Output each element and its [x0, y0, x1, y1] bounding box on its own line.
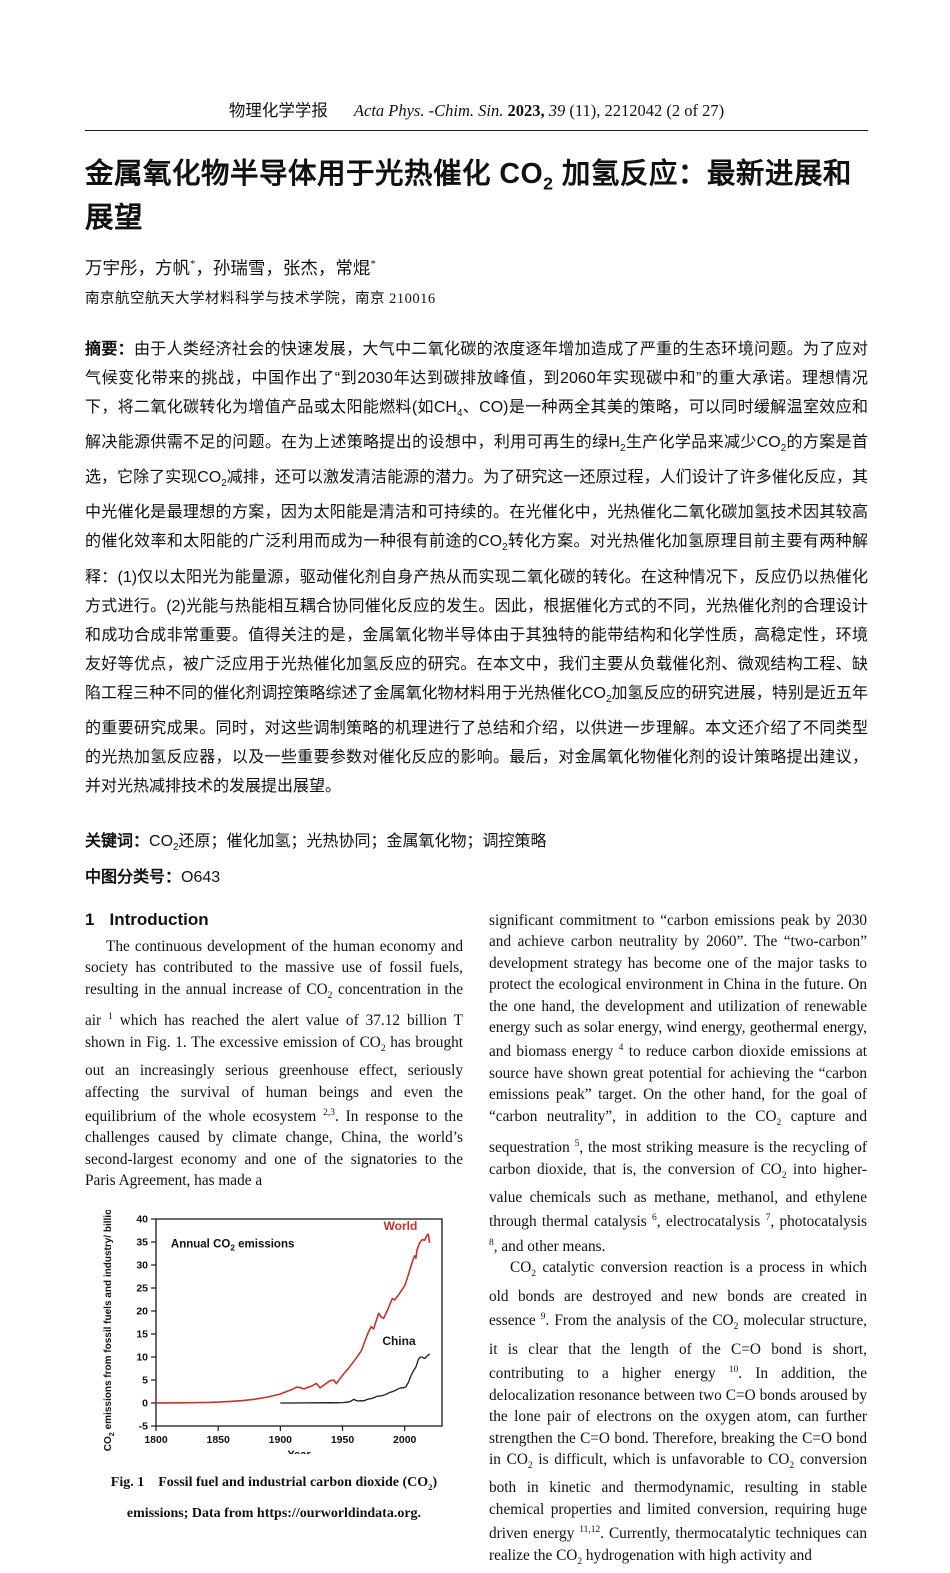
keywords-text: CO2还原；催化加氢；光热协同；金属氧化物；调控策略 — [149, 832, 547, 853]
paper-title: 金属氧化物半导体用于光热催化 CO2 加氢反应：最新进展和展望 — [85, 158, 852, 234]
y-axis-label: CO2 emissions from fossil fuels and indu… — [103, 1210, 116, 1451]
keywords-label: 关键词： — [85, 832, 150, 850]
y-tick-label: 35 — [136, 1236, 148, 1248]
x-tick-label: 2000 — [393, 1434, 417, 1446]
x-tick-label: 1850 — [206, 1434, 230, 1446]
y-tick-label: 5 — [142, 1374, 148, 1386]
figure-1: -5 0 5 10 15 20 25 30 35 40 1800 1850 1900 1950 2000 Wo… — [85, 1193, 463, 1529]
clc-label: 中图分类号： — [85, 868, 182, 886]
abstract-text: 由于人类经济社会的快速发展，大气中二氧化碳的浓度逐年增加造成了严重的生态环境问题… — [85, 340, 868, 795]
co2-emissions-chart: -5 0 5 10 15 20 25 30 35 40 1800 1850 1900 1950 2000 Wo… — [103, 1193, 443, 1461]
y-tick-label: 10 — [136, 1351, 148, 1363]
series-label-world: World — [384, 1219, 418, 1233]
affiliation: 南京航空航天大学材料科学与技术学院，南京 210016 — [85, 290, 436, 307]
two-column-body: 1 Introduction The continuous development… — [85, 910, 868, 1573]
abstract-section: 摘要：由于人类经济社会的快速发展，大气中二氧化碳的浓度逐年增加造成了严重的生态环… — [85, 335, 868, 801]
figure-caption-line-1: Fig. 1 Fossil fuel and industrial carbon… — [110, 1474, 438, 1492]
series-line-china — [280, 1353, 431, 1404]
intro-paragraph-left: The continuous development of the human … — [85, 937, 464, 1190]
figure-caption-line-2: emissions; Data from https://ourworldind… — [126, 1506, 422, 1522]
x-tick-label: 1900 — [269, 1434, 293, 1446]
paper-page: 物理化学学报 Acta Phys. -Chim. Sin. 2023, 39 (1… — [85, 101, 868, 1567]
clc-value: O643 — [181, 868, 221, 886]
y-tick-label: 30 — [136, 1259, 148, 1271]
x-axis-label: Year — [287, 1449, 311, 1454]
intro-paragraph-right-2: CO2 catalytic conversion reaction is a p… — [489, 1259, 867, 1567]
left-column: 1 Introduction The continuous development… — [85, 910, 463, 1573]
right-column: significant commitment to “carbon emissi… — [489, 910, 867, 1573]
section-heading-introduction: 1 Introduction — [85, 909, 209, 929]
abstract-label: 摘要： — [85, 340, 134, 358]
authors-line: 万宇彤，方帆*，孙瑞雪，张杰，常焜* — [85, 257, 376, 278]
keywords-line: 关键词：CO2还原；催化加氢；光热协同；金属氧化物；调控策略 — [85, 827, 868, 863]
series-label-china: China — [382, 1334, 416, 1348]
y-tick-label: 25 — [136, 1282, 148, 1294]
header-rule — [85, 130, 868, 131]
chart-annotation: Annual CO2 emissions — [171, 1238, 294, 1252]
intro-paragraph-right-1: significant commitment to “carbon emissi… — [489, 911, 868, 1256]
y-tick-label: 40 — [136, 1213, 148, 1225]
y-tick-label: 15 — [136, 1328, 148, 1340]
keywords-section: 关键词：CO2还原；催化加氢；光热协同；金属氧化物；调控策略 中图分类号：O64… — [85, 827, 868, 893]
y-tick-label: 20 — [136, 1305, 148, 1317]
figure-caption: Fig. 1 Fossil fuel and industrial carbon… — [85, 1469, 463, 1529]
clc-line: 中图分类号：O643 — [85, 863, 868, 893]
figure-chart: -5 0 5 10 15 20 25 30 35 40 1800 1850 1900 1950 2000 Wo… — [99, 1193, 451, 1461]
x-tick-label: 1950 — [331, 1434, 355, 1446]
series-line-world — [155, 1233, 431, 1404]
journal-header: 物理化学学报 Acta Phys. -Chim. Sin. 2023, 39 (1… — [228, 101, 725, 120]
x-tick-label: 1800 — [144, 1434, 168, 1446]
y-tick-label: -5 — [139, 1420, 148, 1432]
y-tick-label: 0 — [142, 1397, 148, 1409]
